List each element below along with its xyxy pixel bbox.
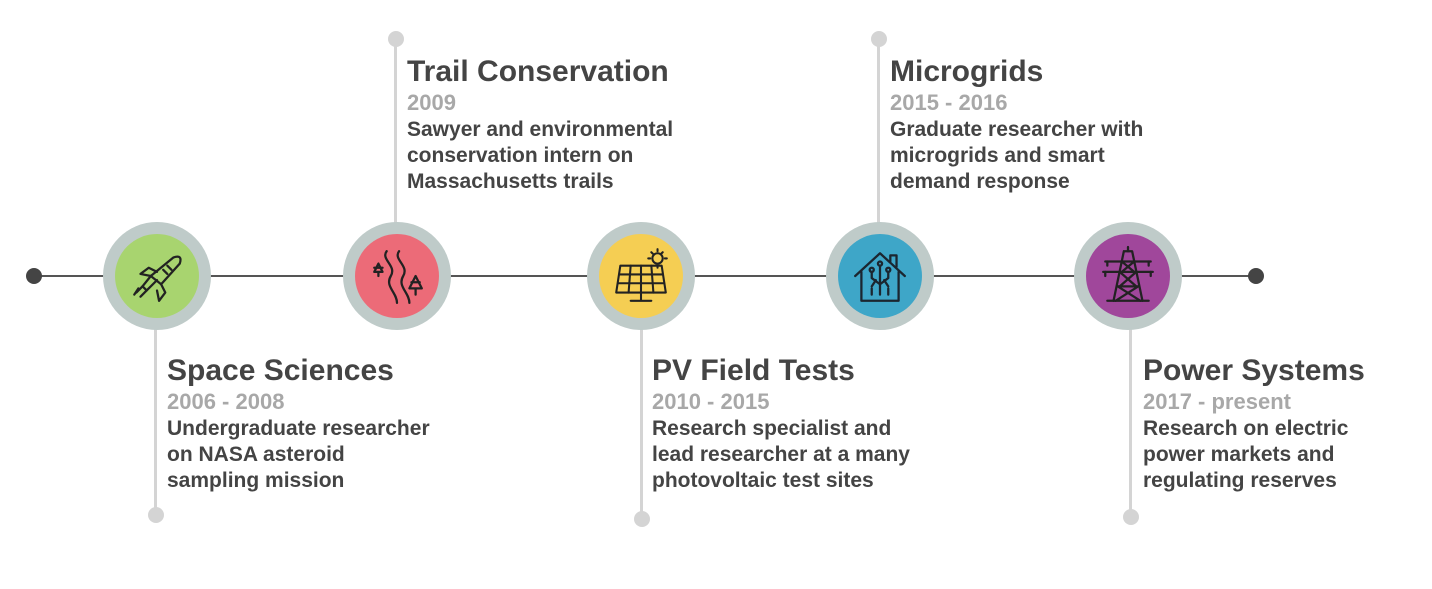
node-pv-field-tests-circle <box>599 234 683 318</box>
event-power-systems: Power Systems 2017 - present Research on… <box>1143 354 1365 494</box>
event-description-line: demand response <box>890 170 1070 193</box>
connector-power-systems <box>1129 320 1132 517</box>
event-title: Power Systems <box>1143 354 1365 387</box>
event-description-line: microgrids and smart <box>890 144 1105 167</box>
node-microgrids-circle <box>838 234 922 318</box>
event-years: 2006 - 2008 <box>167 389 285 414</box>
event-title: Space Sciences <box>167 354 394 387</box>
connector-dot-trail-conservation <box>388 31 404 47</box>
event-title: PV Field Tests <box>652 354 855 387</box>
smart-house-icon <box>854 252 906 302</box>
event-description-line: regulating reserves <box>1143 469 1337 492</box>
connector-pv-field-tests <box>640 320 643 519</box>
connector-space-sciences <box>154 320 157 515</box>
event-title: Microgrids <box>890 55 1044 88</box>
timeline-end-dot <box>1248 268 1264 284</box>
node-space-sciences <box>103 222 211 330</box>
trail-trees-icon <box>373 250 423 305</box>
connector-dot-space-sciences <box>148 507 164 523</box>
node-power-systems <box>1074 222 1182 330</box>
node-microgrids <box>826 222 934 330</box>
node-space-sciences-circle <box>115 234 199 318</box>
connector-microgrids <box>877 38 880 232</box>
node-trail-conservation-circle <box>355 234 439 318</box>
solar-panel-icon <box>615 248 668 302</box>
timeline-start-dot <box>26 268 42 284</box>
event-description-line: sampling mission <box>167 469 345 492</box>
event-years: 2015 - 2016 <box>890 90 1008 115</box>
event-description-line: power markets and <box>1143 443 1335 466</box>
event-years: 2009 <box>407 90 456 115</box>
event-trail-conservation: Trail Conservation 2009 Sawyer and envir… <box>407 55 673 195</box>
event-description-line: Undergraduate researcher <box>167 417 430 440</box>
connector-dot-microgrids <box>871 31 887 47</box>
connector-trail-conservation <box>394 38 397 232</box>
event-description-line: Graduate researcher with <box>890 118 1144 141</box>
event-description-line: Massachusetts trails <box>407 170 614 193</box>
event-title: Trail Conservation <box>407 55 669 88</box>
connector-dot-pv-field-tests <box>634 511 650 527</box>
event-years: 2010 - 2015 <box>652 389 770 414</box>
event-space-sciences: Space Sciences 2006 - 2008 Undergraduate… <box>167 354 430 494</box>
event-description-line: photovoltaic test sites <box>652 469 874 492</box>
event-description-line: Sawyer and environmental <box>407 118 674 141</box>
event-description-line: lead researcher at a many <box>652 443 910 466</box>
event-description-line: Research specialist and <box>652 417 892 440</box>
event-years: 2017 - present <box>1143 389 1291 414</box>
connector-dot-power-systems <box>1123 509 1139 525</box>
event-description-line: on NASA asteroid <box>167 443 345 466</box>
event-microgrids: Microgrids 2015 - 2016 Graduate research… <box>890 55 1143 195</box>
event-description-line: Research on electric <box>1143 417 1349 440</box>
node-pv-field-tests <box>587 222 695 330</box>
event-pv-field-tests: PV Field Tests 2010 - 2015 Research spec… <box>652 354 910 494</box>
node-trail-conservation <box>343 222 451 330</box>
transmission-tower-icon <box>1102 245 1154 302</box>
rocket-icon <box>133 255 182 302</box>
event-description-line: conservation intern on <box>407 144 634 167</box>
node-power-systems-circle <box>1086 234 1170 318</box>
